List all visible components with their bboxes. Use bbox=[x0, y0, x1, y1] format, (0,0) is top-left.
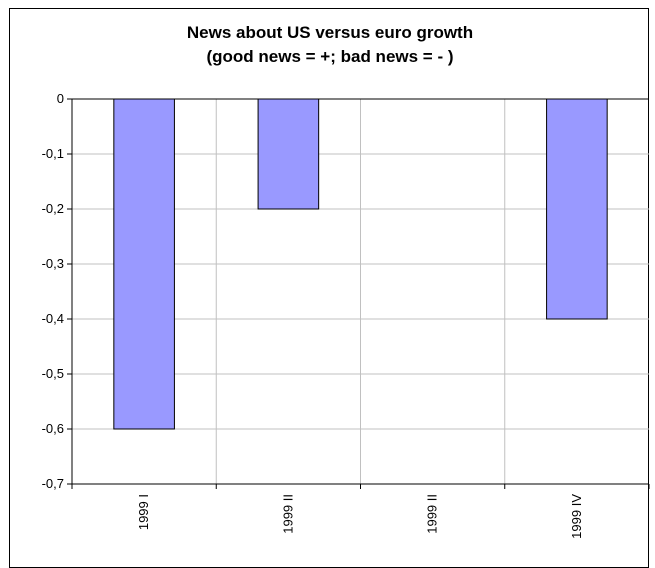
bar bbox=[113, 98, 175, 430]
y-tick-label: -0,4 bbox=[42, 311, 64, 326]
x-tick-label: 1999 II bbox=[280, 494, 295, 534]
y-tick-label: -0,1 bbox=[42, 146, 64, 161]
chart-title: News about US versus euro growth (good n… bbox=[10, 21, 650, 69]
chart-title-line: News about US versus euro growth bbox=[186, 23, 474, 42]
bar bbox=[257, 98, 320, 210]
y-tick-label: 0 bbox=[57, 91, 64, 106]
y-tick-label: -0,6 bbox=[42, 421, 64, 436]
bar bbox=[546, 98, 608, 320]
x-tick-label: 1999 I bbox=[136, 494, 151, 530]
x-tick-label: 1999 II bbox=[425, 494, 440, 534]
chart-subtitle: (good news = +; bad news = - ) bbox=[206, 47, 454, 66]
y-tick-label: -0,5 bbox=[42, 366, 64, 381]
x-tick-label: 1999 IV bbox=[569, 494, 584, 539]
y-tick-label: -0,3 bbox=[42, 256, 64, 271]
y-tick-label: -0,7 bbox=[42, 476, 64, 491]
y-tick-label: -0,2 bbox=[42, 201, 64, 216]
